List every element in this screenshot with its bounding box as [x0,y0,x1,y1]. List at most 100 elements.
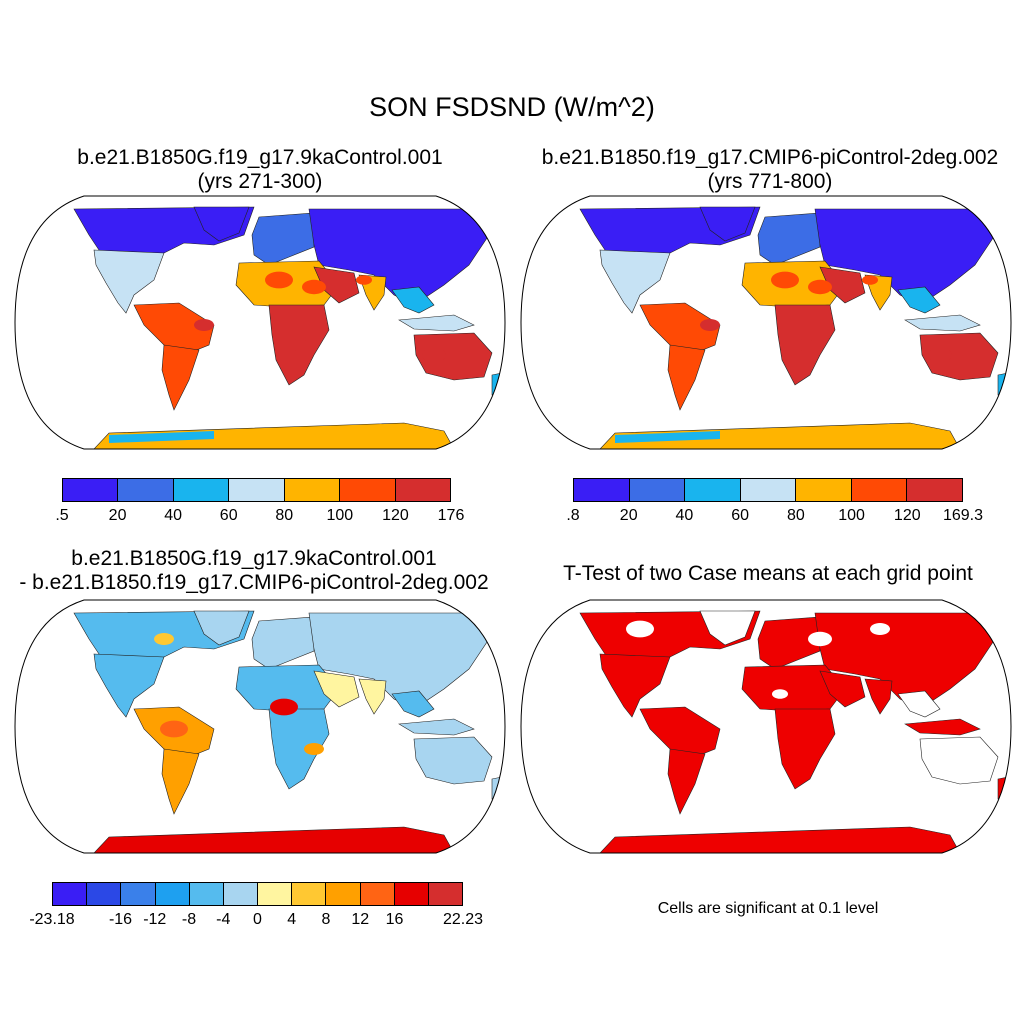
case2-colorbar [573,478,963,502]
landmass-saSouth [161,344,200,411]
figure-title: SON FSDSND (W/m^2) [369,92,655,122]
landmass-greenland [699,206,756,242]
map-frame [520,195,1012,450]
landmass-naSouth [93,249,165,314]
anomaly-patch [304,743,324,755]
diff-map [14,599,506,854]
diff-colorbar-cell [360,883,395,905]
landmass-saSouth [161,748,200,815]
landmass-seAsia [897,286,941,314]
landmass-india [358,678,387,715]
diff-colorbar-cell [326,883,361,905]
landmass-seAsia [391,690,435,718]
not-significant-patch [808,631,832,647]
landmass-india [864,678,893,715]
landmass-seAsia [897,690,941,718]
diff-colorbar-label: 0 [253,911,262,928]
landmass-naSouth [93,653,165,718]
diff-colorbar-cell [292,883,327,905]
case1-title-line2: (yrs 271-300) [197,170,323,193]
case1-colorbar-cell [340,479,396,501]
case1-colorbar-cell [395,479,450,501]
case1-map [14,195,506,450]
antarctic-coast-band [109,431,214,443]
landmass-arabia [819,670,866,708]
landmass-naSouth [599,653,671,718]
case2-colorbar-label: 80 [786,507,805,524]
case2-colorbar-label: 20 [619,507,638,524]
diff-colorbar [52,882,463,906]
landmass-greenland [193,610,250,646]
case2-title: b.e21.B1850.f19_g17.CMIP6-piControl-2deg… [512,146,1024,194]
not-significant-patch [712,674,728,684]
diff-colorbar-cell [155,883,190,905]
landmass-antarctica [599,422,961,449]
diff-title-line2: - b.e21.B1850.f19_g17.CMIP6-piControl-2d… [19,571,489,594]
landmass-europe [251,616,315,670]
diff-colorbar-cell [394,883,429,905]
diff-title-line1: b.e21.B1850G.f19_g17.9kaControl.001 [71,547,437,570]
landmass-australia [413,332,493,381]
ttest-map [520,599,1012,854]
anomaly-patch [154,633,174,645]
case1-colorbar-cell [173,479,230,501]
case2-colorbar-label: 169.3 [942,507,984,524]
diff-colorbar-cell [121,883,156,905]
landmass-antarctica [93,422,455,449]
case1-colorbar-label: 60 [219,507,238,524]
significance-note: Cells are significant at 0.1 level [657,900,879,917]
landmass-antarctica [599,826,961,853]
landmass-indonesia [398,314,475,332]
case2-colorbar-cell [740,479,797,501]
map-frame [520,599,1012,854]
diff-colorbar-cell [53,883,88,905]
case2-colorbar-label: 100 [838,507,865,524]
diff-colorbar-label: 12 [351,911,370,928]
high-value-patch [862,275,878,285]
case2-colorbar-label: 60 [731,507,750,524]
case2-colorbar-label: .8 [566,507,580,524]
landmass-antarctica [93,826,455,853]
diff-colorbar-label: 4 [287,911,297,928]
landmass-greenland [699,610,756,646]
case2-colorbar-label: 40 [675,507,694,524]
high-value-patch [700,319,720,331]
landmass-naSouth [599,249,671,314]
diff-colorbar-cell [258,883,293,905]
diff-colorbar-label: 8 [321,911,331,928]
case1-colorbar-label: 80 [275,507,294,524]
landmass-africaS [268,708,330,790]
high-value-patch [289,339,309,351]
not-significant-patch [936,745,964,763]
landmass-africaS [774,708,836,790]
diff-colorbar-cell [223,883,259,905]
case1-colorbar-cell [63,479,119,501]
diff-colorbar-label: -12 [143,911,167,928]
diff-colorbar-label: -23.18 [29,911,75,928]
high-value-patch [808,279,832,295]
case2-map [520,195,1012,450]
landmass-greenland [193,206,250,242]
high-value-patch [194,319,214,331]
diff-colorbar-label: 22.23 [442,911,484,928]
not-significant-patch [870,623,890,635]
not-significant-patch [626,620,654,638]
case1-title: b.e21.B1850G.f19_g17.9kaControl.001 (yrs… [10,146,510,194]
antarctic-coast-band [615,431,720,443]
diff-colorbar-cell [428,883,463,905]
high-value-patch [422,347,446,363]
case1-colorbar-label: .5 [55,507,69,524]
high-value-patch [265,271,293,289]
diff-title: b.e21.B1850G.f19_g17.9kaControl.001 - b.… [0,547,514,595]
landmass-indonesia [904,314,981,332]
case1-title-line1: b.e21.B1850G.f19_g17.9kaControl.001 [77,146,443,169]
case1-colorbar-label: 176 [437,507,465,524]
anomaly-patch [160,720,188,738]
high-value-patch [795,339,815,351]
landmass-indonesia [398,718,475,736]
map-frame [14,599,506,854]
high-value-patch [771,271,799,289]
landmass-australia [919,332,999,381]
landmass-saSouth [667,748,706,815]
case2-title-line2: (yrs 771-800) [707,170,833,193]
